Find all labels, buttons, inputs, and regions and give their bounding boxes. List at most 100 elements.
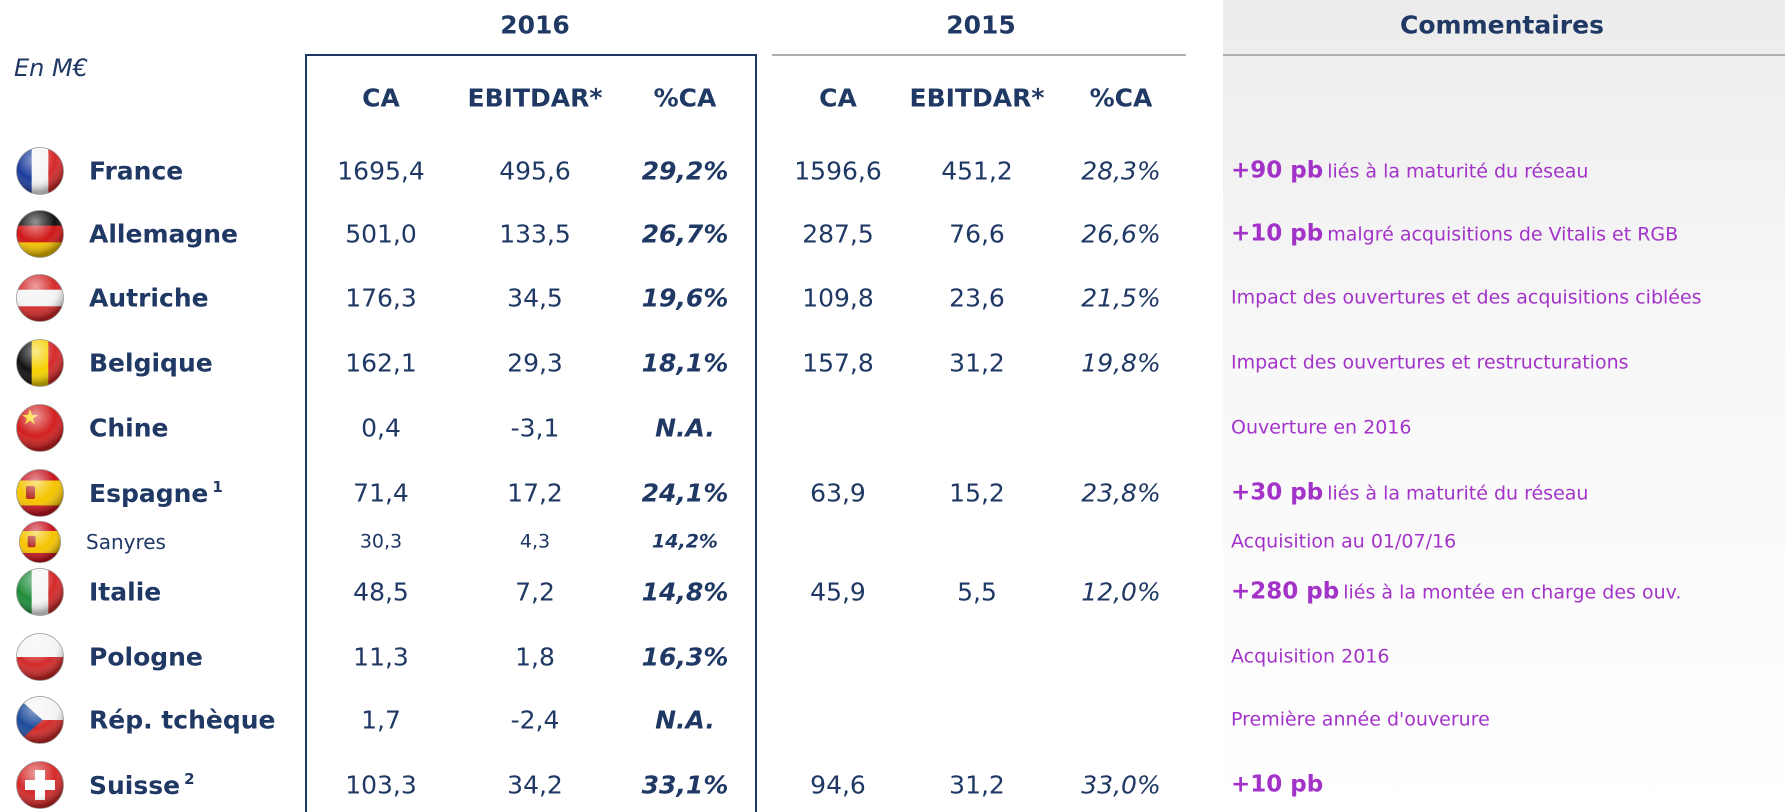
flag-part [16,469,64,517]
flag-part [16,147,64,195]
value-2015: 287,5 [802,219,874,249]
comment-text: malgré acquisitions de Vitalis et RGB [1327,223,1679,246]
comment-text: Acquisition 2016 [1231,645,1390,668]
comment-highlight: +280 pb [1231,578,1340,605]
value-2015: 23,6 [949,283,1005,313]
country-label: Rép. tchèque [89,705,276,735]
group-header: 2016 [500,10,570,40]
comment: Ouverture en 2016 [1231,418,1411,438]
value-2015: 451,2 [941,156,1013,186]
flag-part [16,633,64,681]
flag-part [16,696,64,744]
unit-label: En M€ [14,54,88,82]
flag [16,696,64,744]
group-header: 2015 [946,10,1016,40]
value-2016: 48,5 [353,577,409,607]
flag [16,210,64,258]
comment-text: Impact des ouvertures et restructuration… [1231,351,1629,374]
country-label: Espagne [89,479,209,508]
comment: +10 pb malgré acquisitions de Vitalis et … [1231,222,1679,246]
flag-part [18,520,62,564]
country-name: Belgique [89,351,213,376]
value-2015: 31,2 [949,348,1005,378]
value-2016: N.A. [655,413,715,443]
footnote-mark: 1 [212,478,223,496]
flag-part [16,210,64,258]
value-2015: 1596,6 [794,156,882,186]
value-2016: 34,2 [507,770,563,800]
value-2015: 28,3% [1081,156,1161,186]
value-2016: 103,3 [345,770,417,800]
comment-highlight: +90 pb [1231,157,1324,184]
value-2016: 14,2% [652,530,718,553]
country-name: Pologne [89,645,203,670]
flag [18,520,62,564]
value-2016: N.A. [655,705,715,735]
value-2016: 18,1% [641,348,729,378]
group-header: Commentaires [1400,10,1604,40]
flag [16,404,64,452]
flag-part [16,761,64,809]
value-2016: 29,3 [507,348,563,378]
flag [16,469,64,517]
flag-part [16,469,64,517]
value-2016: 176,3 [345,283,417,313]
column-header: EBITDAR* [467,83,603,113]
value-2016: 17,2 [507,478,563,508]
flag-part [16,761,64,809]
value-2015: 26,6% [1081,219,1161,249]
flag-part [16,339,64,387]
column-header: CA [362,83,400,113]
country-label: Chine [89,413,169,443]
country-name: Espagne 1 [89,478,223,508]
column-header: CA [819,83,857,113]
value-2015: 45,9 [810,577,866,607]
comment-text: Première année d'ouverure [1231,708,1490,731]
column-header: EBITDAR* [909,83,1045,113]
comment-highlight: +30 pb [1231,479,1324,506]
box-2016 [305,54,757,812]
value-2016: -2,4 [510,705,560,735]
country-label: Sanyres [86,530,166,554]
flag [16,761,64,809]
value-2016: 34,5 [507,283,563,313]
country-name: Chine [89,416,168,441]
value-2015: 21,5% [1081,283,1161,313]
value-2016: 30,3 [359,530,403,553]
column-header: %CA [653,83,717,113]
comment-text: Impact des ouvertures et des acquisition… [1231,286,1702,309]
flag-part [16,274,64,322]
country-label: Autriche [89,283,209,313]
value-2016: 1,7 [361,705,401,735]
comment-text: liés à la maturité du réseau [1327,482,1589,505]
value-2016: 71,4 [353,478,409,508]
flag-part [16,404,64,452]
comment-text: Acquisition au 01/07/16 [1231,530,1457,553]
flag [16,633,64,681]
footnote-mark: 2 [184,770,195,788]
value-2016: 501,0 [345,219,417,249]
flag [16,568,64,616]
value-2016: 495,6 [499,156,571,186]
value-2015: 63,9 [810,478,866,508]
comment: Impact des ouvertures et restructuration… [1231,351,1629,374]
column-header: %CA [1089,83,1153,113]
value-2015: 31,2 [949,770,1005,800]
country-label: Suisse [89,771,181,800]
value-2016: 26,7% [641,219,729,249]
value-2016: 4,3 [519,530,551,553]
value-2016: 11,3 [353,642,409,672]
comment: +280 pb liés à la montée en charge des ou… [1231,578,1681,605]
value-2015: 5,5 [957,577,997,607]
comment-rule [1223,54,1785,56]
flag-part [16,696,64,744]
value-2016: 133,5 [499,219,571,249]
flag-part [16,568,64,616]
comment: +30 pb liés à la maturité du réseau [1231,479,1589,506]
comment: +10 pb [1231,771,1327,798]
comment-highlight: +10 pb [1231,771,1324,798]
comment: Acquisition au 01/07/16 [1231,530,1457,553]
comment-background [1223,0,1785,812]
value-2015: 94,6 [810,770,866,800]
